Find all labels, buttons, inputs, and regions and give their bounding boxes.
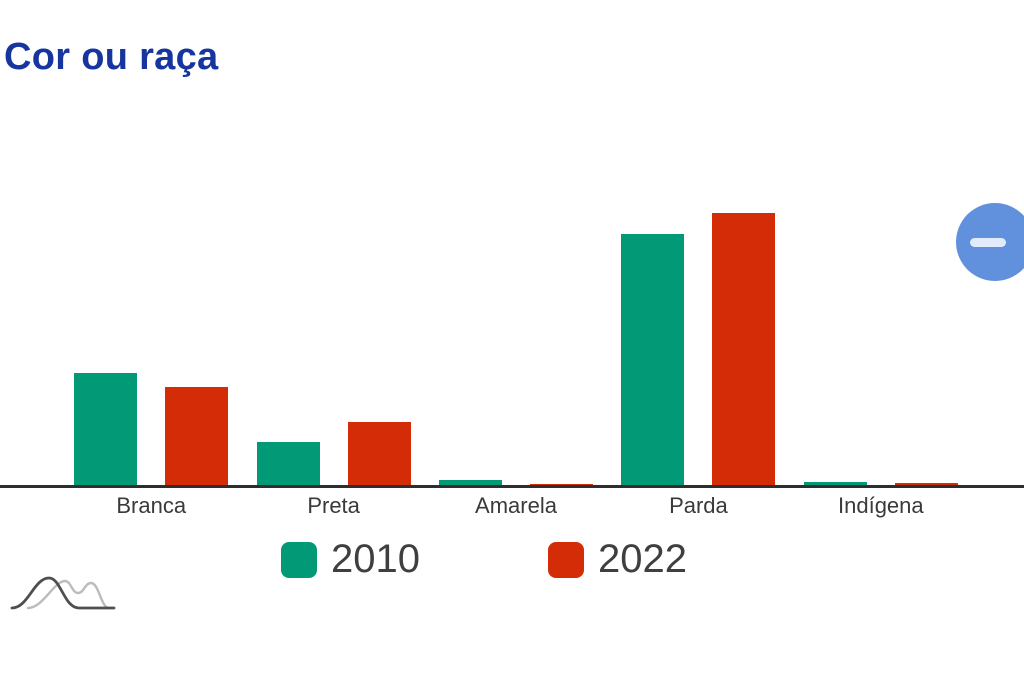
legend-label-2010: 2010 xyxy=(331,537,420,581)
x-axis-line xyxy=(0,485,1024,488)
bar-2010-amarela[interactable] xyxy=(439,480,503,485)
category-label-parda: Parda xyxy=(669,493,728,518)
bar-2022-preta[interactable] xyxy=(347,422,411,485)
bar-2022-parda[interactable] xyxy=(712,213,776,485)
chart-title: Cor ou raça xyxy=(4,36,219,78)
bar-2022-branca[interactable] xyxy=(165,387,229,485)
category-label-preta: Preta xyxy=(307,493,360,518)
category-label-branca: Branca xyxy=(116,493,187,518)
category-group-branca xyxy=(60,0,242,485)
legend-swatch-2010 xyxy=(281,541,317,578)
legend-swatch-2022 xyxy=(547,541,584,578)
zoom-out-button[interactable] xyxy=(956,203,1024,281)
bar-groups xyxy=(60,0,972,485)
category-labels: Branca Preta Amarela Parda Indígena xyxy=(60,493,972,519)
bar-2010-branca[interactable] xyxy=(74,373,138,485)
bar-2022-indigena[interactable] xyxy=(894,483,958,485)
distribution-curves-icon xyxy=(8,570,118,620)
category-group-indigena xyxy=(790,0,972,485)
minus-icon xyxy=(970,237,1006,247)
bar-2010-parda[interactable] xyxy=(621,234,685,485)
bar-2010-indigena[interactable] xyxy=(803,482,867,485)
legend: 2010 2022 xyxy=(281,537,687,582)
legend-item-2010[interactable]: 2010 xyxy=(281,537,420,582)
bar-2010-preta[interactable] xyxy=(256,442,320,485)
legend-item-2022[interactable]: 2022 xyxy=(547,537,687,582)
legend-label-2022: 2022 xyxy=(597,537,687,581)
bar-2022-amarela[interactable] xyxy=(530,484,594,485)
bar-chart: Branca Preta Amarela Parda Indígena xyxy=(0,0,1024,519)
category-group-parda xyxy=(607,0,789,485)
category-group-preta xyxy=(242,0,424,485)
category-label-amarela: Amarela xyxy=(475,493,557,518)
category-label-indigena: Indígena xyxy=(838,493,924,518)
category-group-amarela xyxy=(425,0,607,485)
